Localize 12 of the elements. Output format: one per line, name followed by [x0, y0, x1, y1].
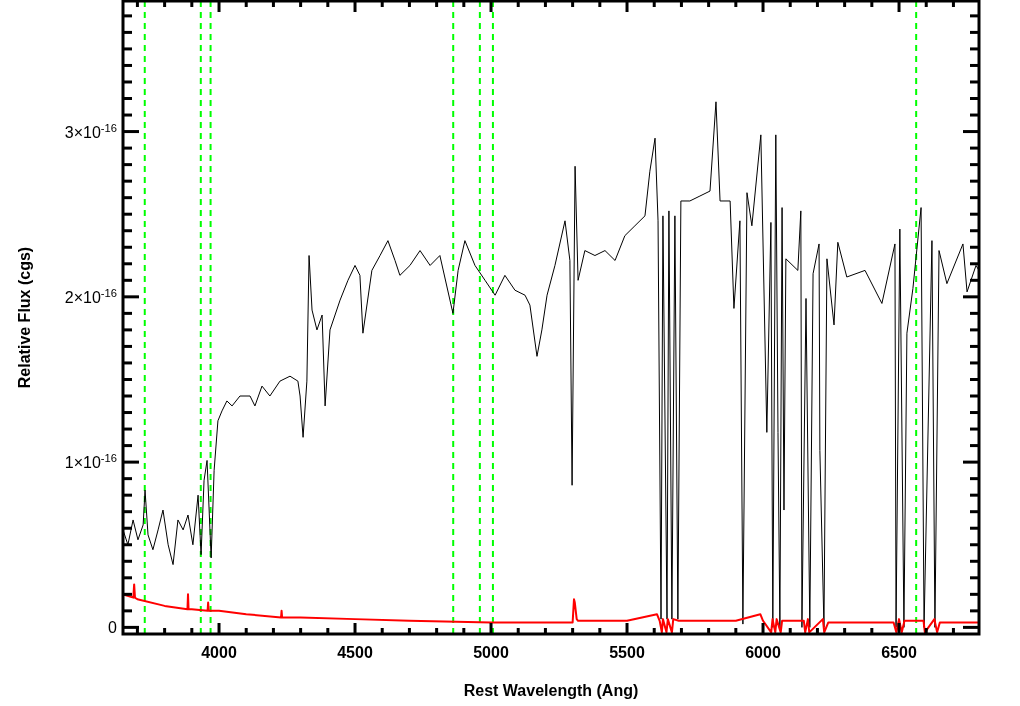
y-tick-label: 1×10$^{-16}$: [64, 452, 117, 472]
y-axis-title: Relative Flux (cgs): [16, 246, 33, 389]
y-tick-label: 2×10$^{-16}$: [64, 286, 117, 306]
x-tick-label: 4000: [201, 644, 237, 661]
y-tick-label: 0: [108, 619, 118, 637]
x-tick-label: 6500: [881, 644, 917, 661]
x-tick-label: 4500: [337, 644, 373, 661]
y-tick-label: 3×10$^{-16}$: [64, 121, 117, 141]
x-tick-label: 6000: [745, 644, 781, 661]
x-tick-label: 5000: [473, 644, 509, 661]
x-axis-title: Rest Wavelength (Ang): [463, 682, 639, 699]
x-tick-label: 5500: [609, 644, 645, 661]
